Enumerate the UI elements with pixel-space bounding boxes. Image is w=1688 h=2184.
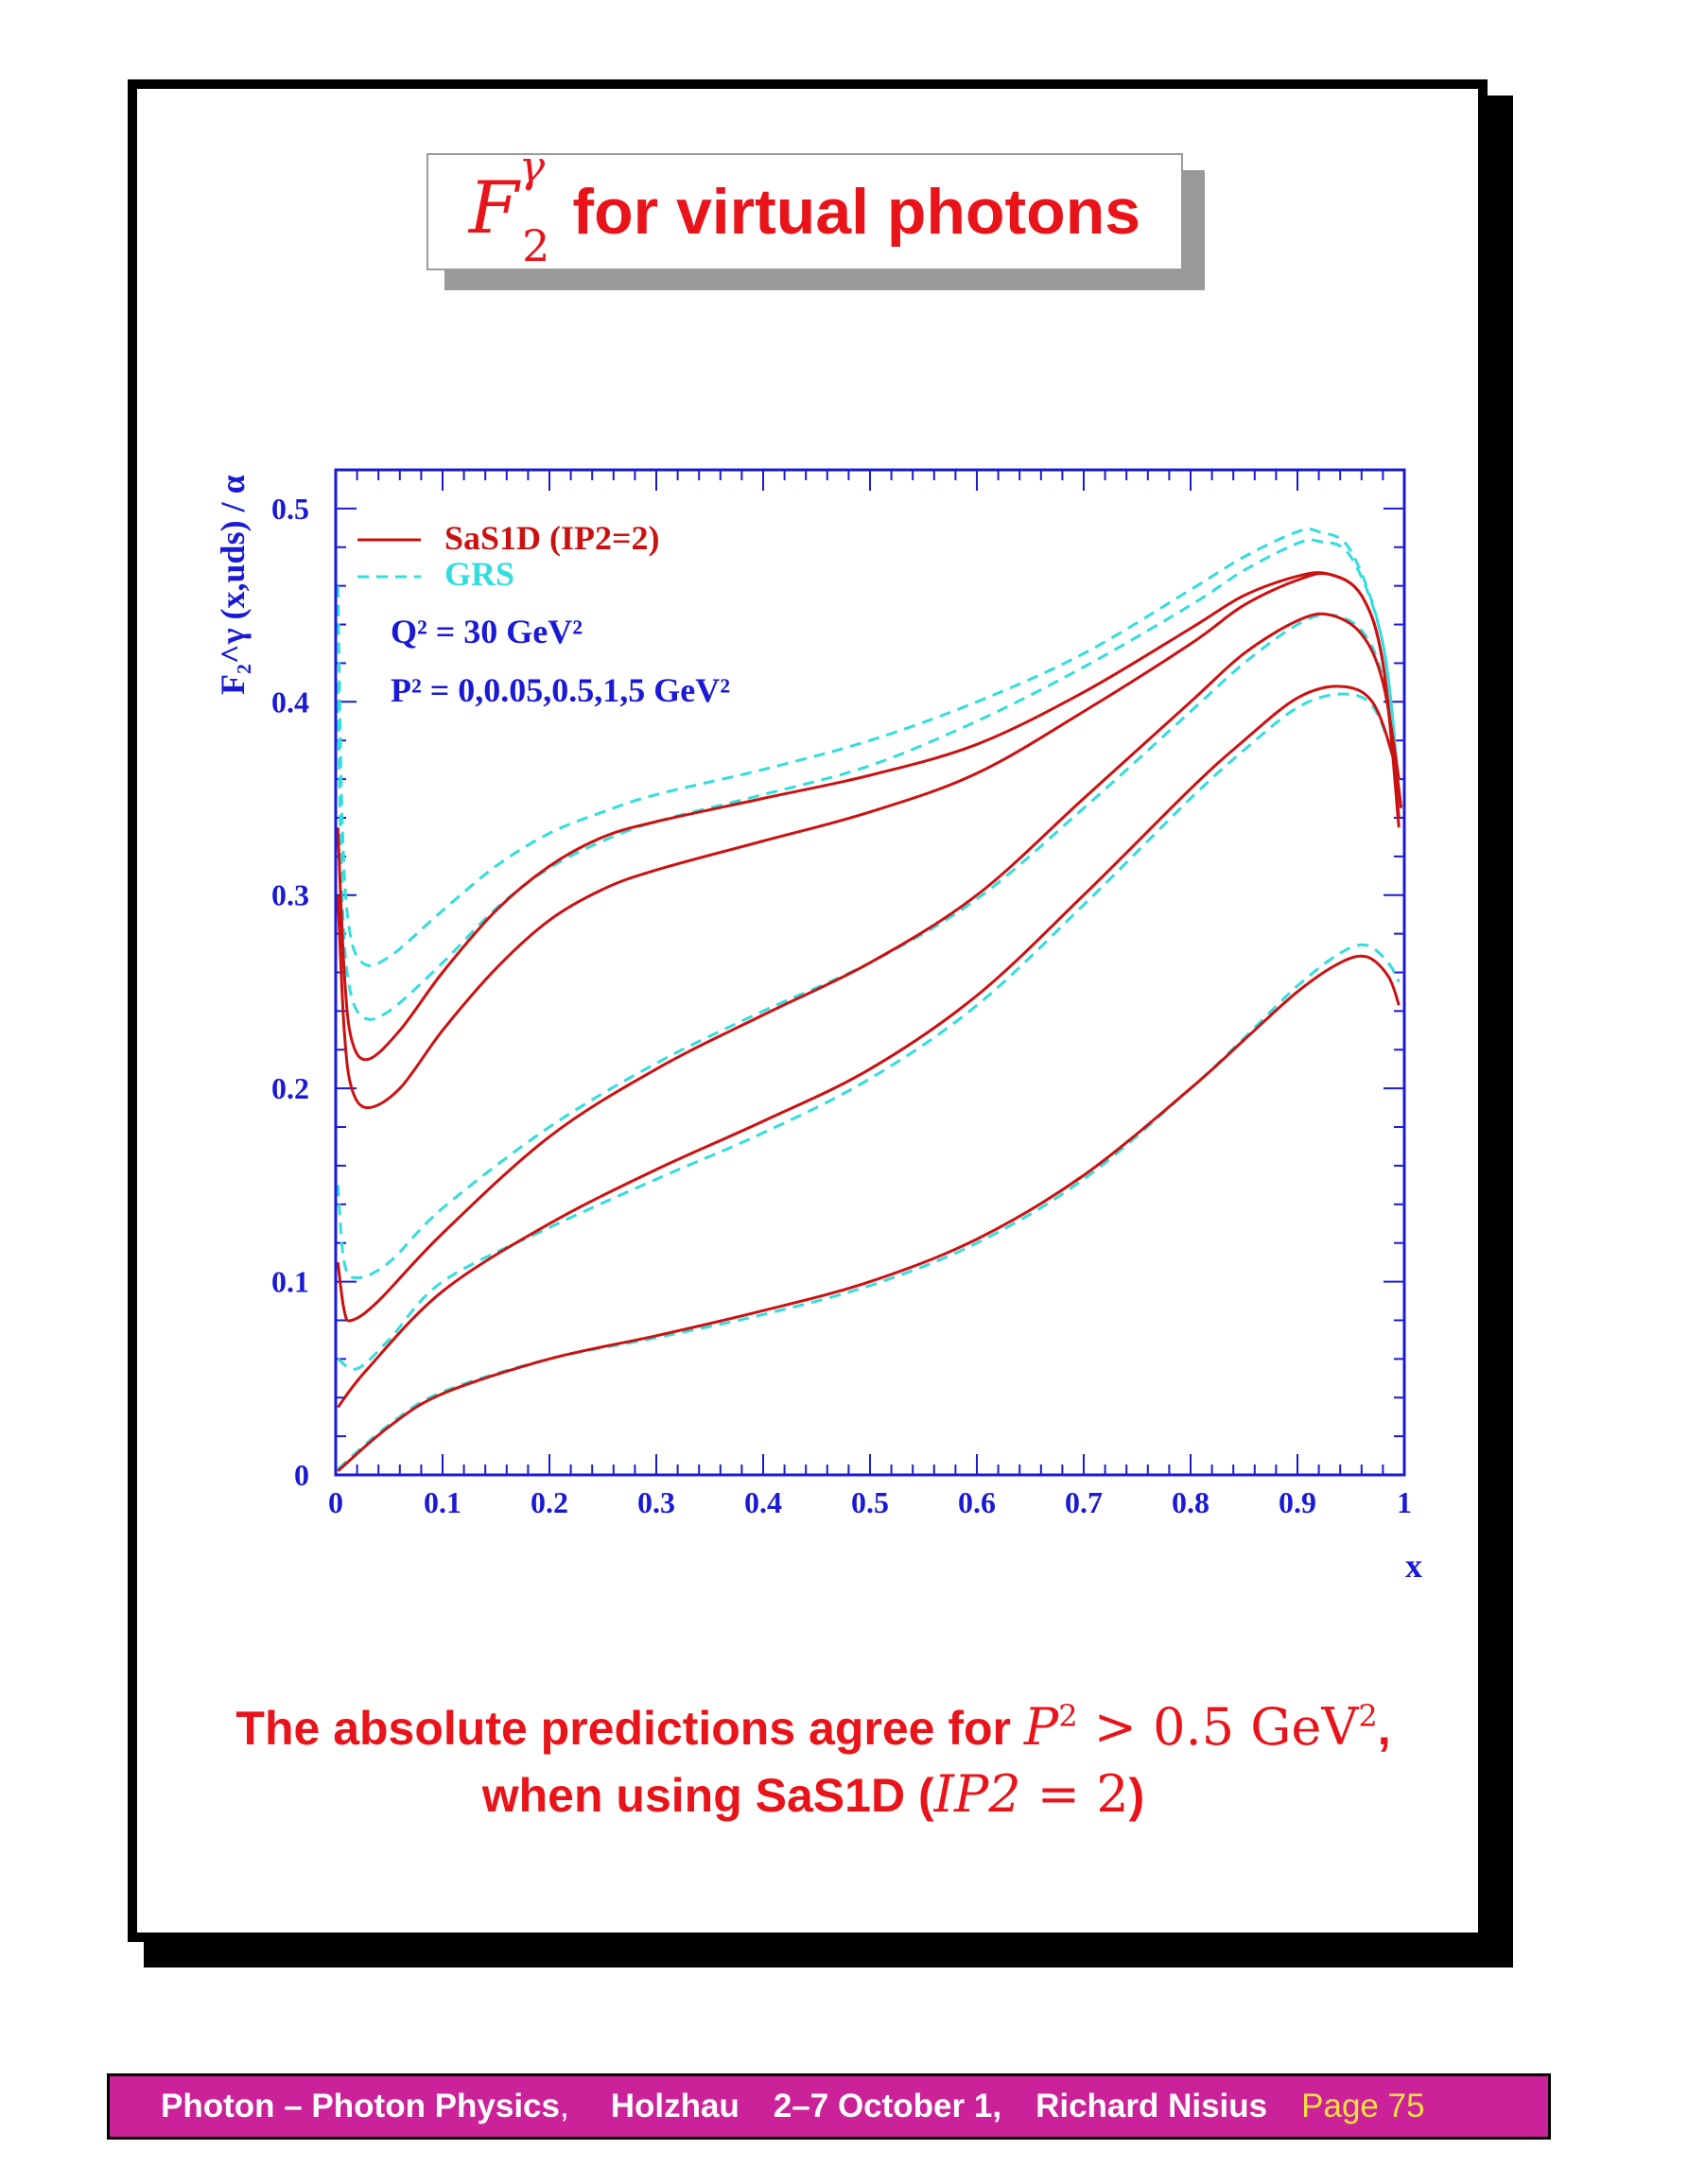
caption-line1-end: , xyxy=(1377,1702,1391,1755)
x-tick-label: 0.4 xyxy=(744,1485,782,1519)
x-tick-label: 0.1 xyxy=(424,1485,461,1519)
sas1d-curve-p2-1 xyxy=(337,685,1403,1409)
footer-part2: Holzhau xyxy=(610,2088,740,2124)
x-tick-label: 1 xyxy=(1397,1485,1412,1519)
x-tick-label: 0.8 xyxy=(1172,1485,1209,1519)
sas1d-curve-p2-0.5 xyxy=(336,612,1401,1323)
grs-curve-p2-0 xyxy=(336,527,1401,967)
grs-curve-p2-0.5 xyxy=(336,613,1401,1280)
caption-line-1: The absolute predictions agree for P2 > … xyxy=(151,1683,1475,1761)
title-math-sup: γ xyxy=(518,140,546,192)
footer-part1-comma: , xyxy=(559,2088,569,2124)
caption-math-rest: > 0.5 GeV xyxy=(1077,1697,1359,1757)
title-text: for virtual photons xyxy=(572,176,1141,248)
y-tick-label: 0.5 xyxy=(271,492,309,526)
x-tick-labels: 0 0.1 0.2 0.3 0.4 0.5 0.6 0.7 0.8 0.9 1 xyxy=(328,1485,1412,1519)
caption-line2-text: when using SaS1D ( xyxy=(481,1769,934,1822)
y-tick-label: 0 xyxy=(294,1458,309,1492)
x-tick-label: 0.6 xyxy=(958,1485,996,1519)
footer-page: Page 75 xyxy=(1301,2088,1425,2124)
x-tick-label: 0.3 xyxy=(637,1485,675,1519)
caption-line2-end: ) xyxy=(1128,1769,1145,1822)
axis-ticks xyxy=(335,469,1405,1476)
legend: SaS1D (IP2=2) GRS xyxy=(357,519,660,593)
caption-line1-text: The absolute predictions agree for xyxy=(235,1702,1024,1755)
caption-math-p: P xyxy=(1023,1697,1059,1757)
footer-part4: Richard Nisius xyxy=(1035,2088,1268,2124)
x-axis-label: x xyxy=(1405,1547,1422,1585)
x-tick-label: 0.9 xyxy=(1279,1485,1316,1519)
legend-label-grs: GRS xyxy=(444,555,514,593)
title-math-sub: 2 xyxy=(522,220,550,272)
plot-frame xyxy=(334,468,1406,1477)
legend-label-sas: SaS1D (IP2=2) xyxy=(444,519,660,557)
annotation-q2: Q² = 30 GeV² xyxy=(391,613,583,650)
grs-curve-p2-0.05 xyxy=(336,538,1401,1021)
slide-title: Fγ 2 for virtual photons xyxy=(426,141,1183,272)
curves xyxy=(336,527,1403,1473)
x-tick-label: 0.5 xyxy=(851,1485,889,1519)
footer-bar: Photon – Photon Physics, Holzhau 2–7 Oct… xyxy=(107,2073,1551,2140)
sas1d-curve-p2-5 xyxy=(337,954,1401,1473)
y-tick-labels: 0 0.1 0.2 0.3 0.4 0.5 xyxy=(271,492,309,1492)
footer-part3: 2–7 October 1, xyxy=(773,2088,1002,2124)
caption-math-ip2: IP2 xyxy=(933,1764,1021,1824)
grs-curve-p2-5 xyxy=(337,943,1401,1471)
title-math: Fγ 2 xyxy=(468,141,573,272)
caption-math-sup: 2 xyxy=(1058,1698,1078,1734)
x-tick-label: 0 xyxy=(328,1485,343,1519)
title-math-base: F xyxy=(468,165,519,250)
x-tick-label: 0.2 xyxy=(531,1485,568,1519)
x-tick-label: 0.7 xyxy=(1065,1485,1103,1519)
sas1d-curve-p2-0.05 xyxy=(336,571,1401,1110)
annotation-p2: P² = 0,0.05,0.5,1,5 GeV² xyxy=(391,671,730,709)
caption-math-eq: = 2 xyxy=(1020,1764,1129,1824)
caption-line2-math: IP2 = 2 xyxy=(934,1764,1129,1824)
y-tick-label: 0.1 xyxy=(271,1265,309,1299)
slide-frame xyxy=(128,79,1488,1942)
caption-math-sup2: 2 xyxy=(1358,1698,1378,1734)
y-tick-label: 0.2 xyxy=(271,1071,309,1105)
grs-curve-p2-1 xyxy=(337,692,1403,1371)
y-axis-label-text: F₂^γ (x,uds) / α xyxy=(214,475,252,695)
y-axis-label: F₂^γ (x,uds) / α xyxy=(214,475,252,695)
y-tick-label: 0.3 xyxy=(271,878,309,912)
caption-line1-math: P2 > 0.5 GeV2 xyxy=(1024,1697,1378,1757)
caption-line-2: when using SaS1D (IP2 = 2) xyxy=(151,1761,1475,1829)
footer-part1: Photon – Photon Physics xyxy=(161,2088,560,2124)
y-tick-label: 0.4 xyxy=(271,685,309,719)
caption: The absolute predictions agree for P2 > … xyxy=(151,1683,1475,1829)
